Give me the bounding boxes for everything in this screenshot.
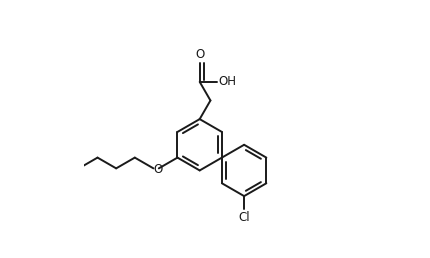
Text: OH: OH [219,75,237,88]
Text: Cl: Cl [238,211,250,224]
Text: O: O [153,163,162,176]
Text: O: O [195,48,204,61]
